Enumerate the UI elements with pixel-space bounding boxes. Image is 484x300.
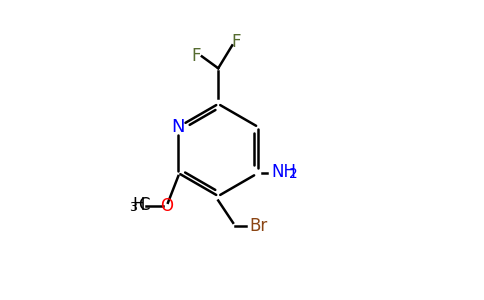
Text: C: C [137, 196, 149, 214]
Text: 2: 2 [289, 167, 298, 181]
Text: 3: 3 [129, 201, 137, 214]
Text: N: N [171, 118, 185, 136]
Text: NH: NH [271, 163, 296, 181]
Text: H: H [133, 196, 145, 214]
Text: F: F [231, 32, 241, 50]
Text: Br: Br [249, 217, 268, 235]
Text: O: O [160, 197, 173, 215]
Text: F: F [192, 47, 201, 65]
